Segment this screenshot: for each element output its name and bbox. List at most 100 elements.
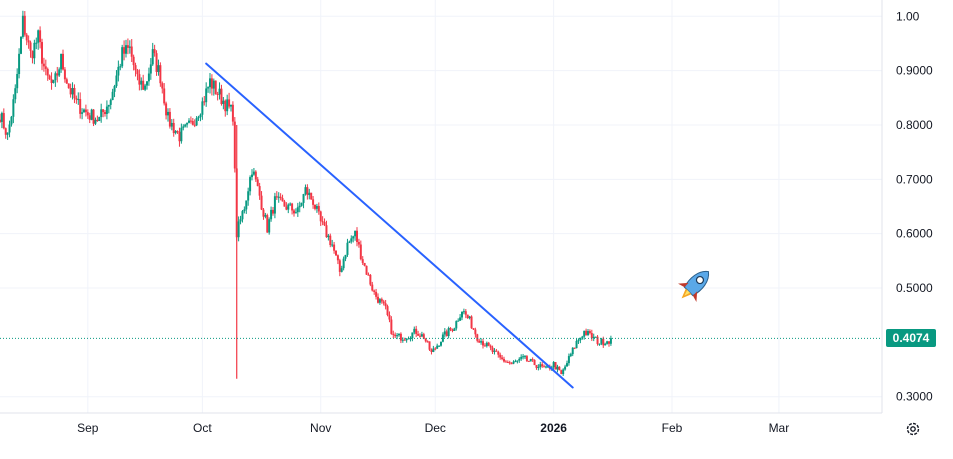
candle-body	[331, 244, 334, 246]
candle-body	[199, 114, 202, 118]
candle-body	[62, 53, 64, 70]
candle-body	[503, 359, 505, 362]
candle-body	[50, 79, 53, 83]
candle-body	[233, 121, 236, 169]
candle-body	[365, 265, 368, 275]
candle-body	[441, 334, 444, 342]
candle-body	[113, 86, 116, 92]
candle-body	[111, 91, 114, 101]
candle-body	[100, 109, 103, 118]
candle-body	[94, 119, 97, 124]
candle-body	[461, 311, 463, 318]
candle-body	[14, 88, 17, 100]
candle-body	[163, 88, 166, 104]
candle-body	[315, 206, 318, 209]
candle-body	[554, 362, 557, 370]
candle-body	[77, 99, 80, 101]
candle-body	[504, 361, 507, 363]
candle-body	[174, 131, 177, 134]
rocket-icon	[678, 270, 710, 302]
candle-body	[46, 68, 49, 76]
candle-body	[453, 328, 456, 331]
last-price-tag: 0.4074	[886, 329, 936, 347]
candle-body	[128, 46, 131, 48]
candle-body	[604, 343, 607, 346]
y-tick-label: 0.6000	[896, 227, 933, 241]
candle-body	[44, 66, 47, 69]
candle-body	[392, 333, 395, 335]
candle-body	[239, 219, 242, 222]
candle-body	[373, 290, 376, 292]
candle-body	[25, 34, 28, 41]
candle-body	[186, 122, 189, 125]
candle-body	[432, 348, 435, 352]
candle-body	[136, 70, 139, 75]
candle-body	[130, 46, 133, 57]
candle-body	[224, 100, 227, 112]
candle-body	[176, 131, 179, 133]
candle-body	[350, 238, 353, 242]
candle-body	[367, 274, 370, 276]
candle-body	[31, 50, 34, 59]
candle-body	[201, 101, 204, 115]
candle-body	[212, 80, 215, 89]
candle-body	[464, 311, 467, 315]
candle-body	[369, 274, 372, 285]
candle-body	[245, 200, 248, 210]
candle-body	[495, 350, 498, 352]
y-tick-label: 0.3000	[896, 390, 933, 404]
candle-body	[533, 359, 536, 366]
candle-body	[275, 196, 278, 198]
candle-body	[193, 124, 196, 126]
candle-body	[83, 109, 85, 113]
candle-body	[254, 171, 257, 180]
candle-body	[251, 174, 253, 178]
candle-body	[468, 316, 471, 319]
candle-body	[516, 360, 519, 362]
candle-body	[594, 336, 597, 338]
candle-body	[88, 115, 91, 120]
candle-body	[382, 301, 385, 304]
candle-body	[16, 73, 19, 89]
candle-body	[447, 328, 450, 337]
candle-body	[273, 196, 276, 214]
candle-body	[138, 74, 141, 85]
gear-icon[interactable]	[904, 420, 922, 438]
candle-body	[535, 365, 538, 368]
candle-body	[552, 362, 555, 368]
candle-body	[203, 101, 206, 103]
candle-body	[304, 187, 307, 195]
candle-body	[277, 196, 280, 198]
candle-body	[312, 199, 315, 205]
candle-body	[501, 357, 504, 360]
candle-body	[581, 336, 584, 338]
candle-body	[518, 358, 521, 361]
candle-body	[310, 192, 313, 200]
candle-body	[342, 258, 345, 269]
candle-body	[380, 299, 383, 302]
candle-body	[531, 359, 534, 361]
candle-body	[348, 241, 351, 243]
candle-body	[210, 78, 213, 89]
candle-body	[506, 362, 509, 364]
candle-body	[308, 192, 311, 196]
candle-body	[42, 63, 45, 67]
candle-body	[317, 206, 320, 212]
candle-body	[63, 69, 66, 80]
candle-body	[41, 42, 43, 64]
candle-body	[142, 80, 145, 90]
candle-body	[333, 244, 336, 251]
candle-body	[0, 113, 3, 122]
candle-body	[445, 331, 448, 337]
candle-body	[413, 328, 416, 333]
candle-body	[415, 328, 418, 334]
trendline[interactable]	[205, 62, 574, 389]
candle-body	[352, 236, 355, 239]
candle-body	[378, 299, 381, 303]
candle-body	[569, 354, 572, 357]
candle-body	[430, 349, 433, 352]
candle-body	[102, 109, 105, 113]
candle-body	[363, 262, 366, 266]
candle-body	[197, 117, 200, 119]
